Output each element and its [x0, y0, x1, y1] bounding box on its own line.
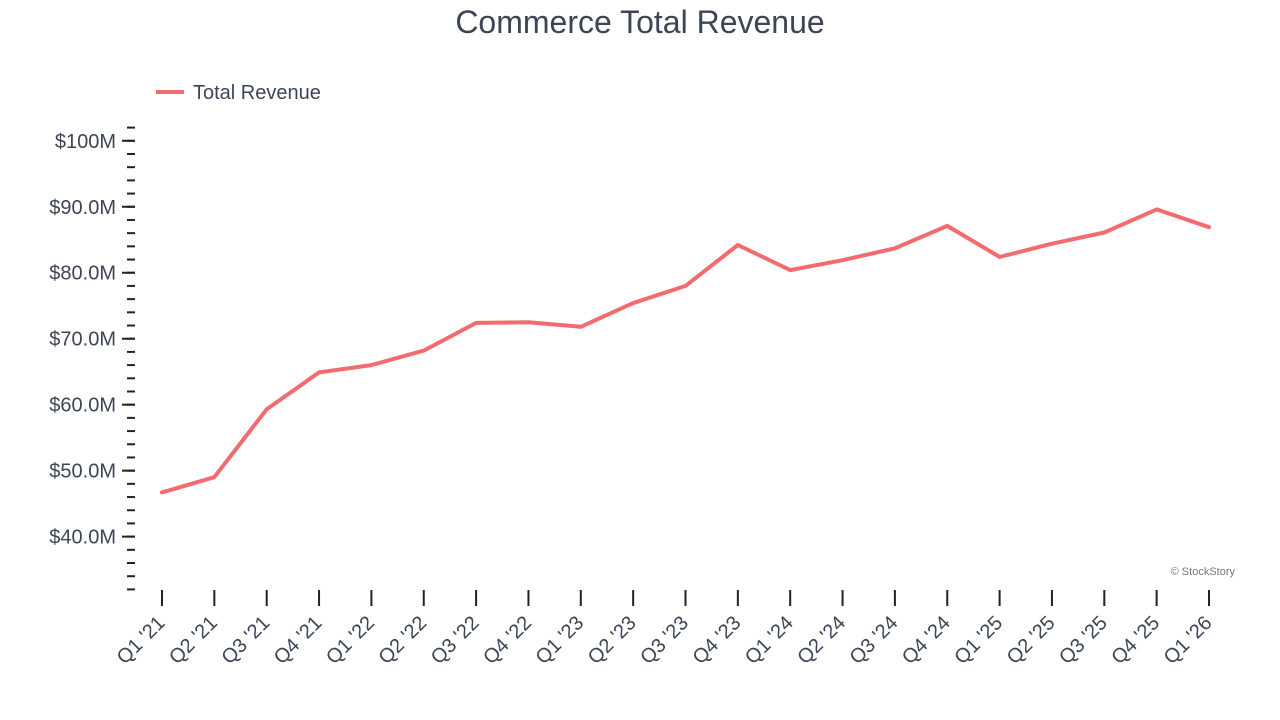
legend: Total Revenue	[156, 82, 321, 104]
y-axis: $40.0M $50.0M $60.0M $70.0M $80.0M $90.0M $100…	[49, 126, 135, 591]
x-tick-label: Q1 '23	[532, 612, 589, 669]
y-tick-label: $70.0M	[49, 329, 116, 351]
x-tick-label: Q1 '24	[741, 612, 798, 669]
watermark-text: © StockStory	[1171, 566, 1236, 578]
chart-title: Commerce Total Revenue	[455, 4, 825, 40]
y-tick-label: $80.0M	[49, 263, 116, 285]
x-tick-label: Q2 '22	[374, 612, 431, 669]
x-tick-label: Q4 '23	[689, 612, 746, 669]
x-tick-label: Q1 '25	[950, 612, 1007, 669]
x-tick-label: Q1 '26	[1160, 612, 1217, 669]
y-tick-label: $60.0M	[49, 395, 116, 417]
plot-area	[160, 207, 1211, 495]
x-tick-label: Q4 '24	[898, 612, 955, 669]
y-tick-label: $40.0M	[49, 527, 116, 549]
x-tick-label: Q3 '25	[1055, 612, 1112, 669]
legend-label: Total Revenue	[193, 82, 321, 104]
y-tick-label: $50.0M	[49, 461, 116, 483]
x-tick-label: Q1 '22	[322, 612, 379, 669]
x-tick-label: Q3 '22	[427, 612, 484, 669]
x-tick-label: Q3 '21	[217, 612, 274, 669]
x-tick-label: Q2 '23	[584, 612, 641, 669]
x-tick-label: Q4 '21	[270, 612, 327, 669]
y-tick-label: $90.0M	[49, 197, 116, 219]
y-tick-label: $100M	[55, 131, 116, 153]
x-tick-label: Q2 '24	[793, 612, 850, 669]
x-tick-label: Q3 '23	[636, 612, 693, 669]
x-tick-label: Q2 '21	[165, 612, 222, 669]
x-tick-label: Q4 '22	[479, 612, 536, 669]
x-tick-label: Q4 '25	[1107, 612, 1164, 669]
x-tick-label: Q1 '21	[113, 612, 170, 669]
x-tick-label: Q2 '25	[1003, 612, 1060, 669]
series-line	[160, 207, 1211, 495]
x-tick-label: Q3 '24	[846, 612, 903, 669]
